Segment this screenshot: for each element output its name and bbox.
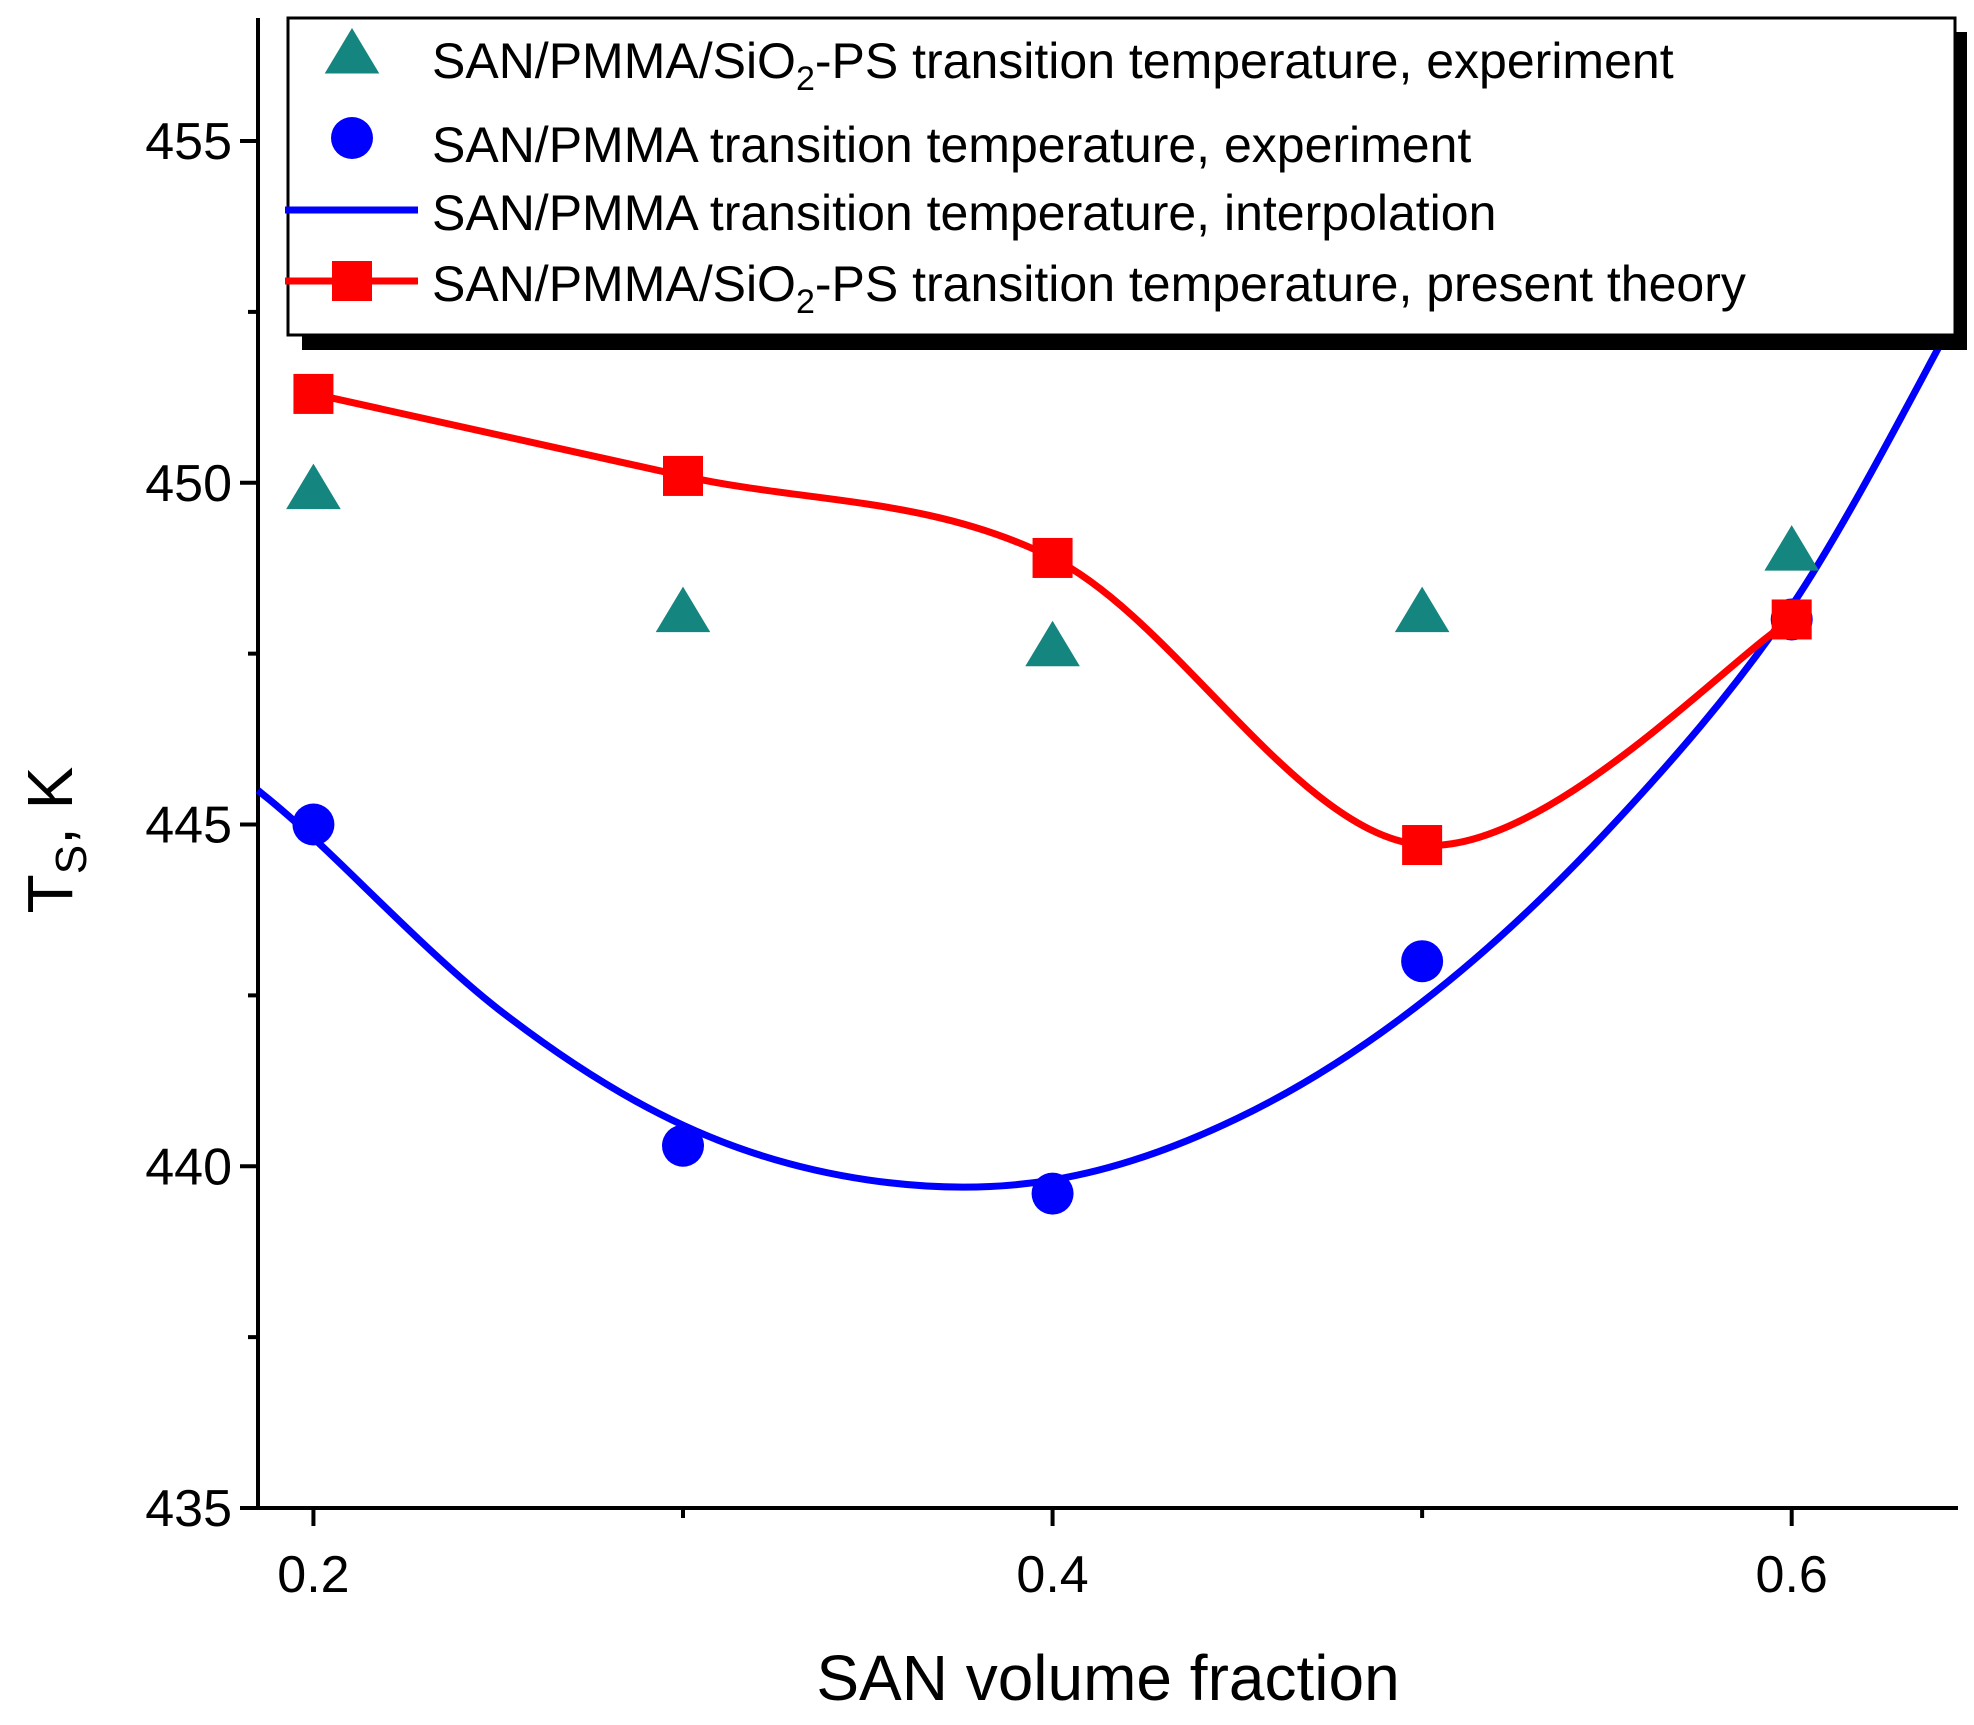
legend-square-icon [332,261,372,301]
legend-label-text: SAN/PMMA/SiO [432,33,796,89]
y-tick-label: 440 [145,1138,232,1196]
square-point [1402,825,1443,866]
legend-box [286,16,1957,337]
y-tick-label: 435 [145,1480,232,1538]
legend-label: SAN/PMMA transition temperature, experim… [432,117,1471,173]
interpolation-line [255,310,1962,1191]
square-point [1771,599,1812,640]
legend-label-text: SAN/PMMA transition temperature, experim… [432,117,1471,173]
plot-markers [286,373,1819,1215]
y-tick-label: 455 [145,113,232,171]
square-point [293,373,334,414]
triangle-point [1764,525,1819,571]
legend-label-text: SAN/PMMA/SiO [432,256,796,312]
circle-point [1401,940,1444,983]
plot-lines [255,310,1962,1191]
legend-label-text: -PS transition temperature, experiment [815,33,1674,89]
legend-label: SAN/PMMA transition temperature, interpo… [432,185,1496,241]
triangle-point [1394,586,1450,633]
legend: SAN/PMMA/SiO2-PS transition temperature,… [285,16,1967,350]
y-ticks: 435 440 445 450 455 [145,113,258,1538]
circle-point [662,1124,704,1167]
triangle-point [1025,620,1080,667]
legend-label: SAN/PMMA/SiO2-PS transition temperature,… [432,33,1674,98]
legend-label-text: -PS transition temperature, present theo… [815,256,1746,312]
legend-circle-icon [331,117,373,159]
legend-label-subscript: 2 [796,283,815,321]
x-ticks: 0.2 0.4 0.6 [277,1508,1828,1604]
y-axis-title-sub: S [47,845,96,874]
y-axis-title: TS, K [14,767,96,914]
legend-label-subscript: 2 [796,60,815,98]
y-tick-label: 450 [145,455,232,513]
x-tick-label: 0.6 [1756,1546,1828,1604]
y-tick-label: 445 [145,797,232,855]
x-axis-title: SAN volume fraction [816,1642,1399,1714]
triangle-point [655,586,711,633]
legend-label-text: SAN/PMMA transition temperature, interpo… [432,185,1496,241]
circle-point [1031,1172,1074,1215]
axes [256,18,1958,1510]
square-point [663,455,703,496]
square-point [1032,537,1073,578]
legend-triangle-icon [324,28,380,74]
x-tick-label: 0.2 [277,1546,349,1604]
y-axis-title-main: T [14,874,86,913]
y-axis-title-unit: , K [14,767,86,845]
triangle-point [286,463,341,510]
legend-items: SAN/PMMA/SiO2-PS transition temperature,… [285,28,1746,321]
theory-line [312,390,1794,849]
legend-label: SAN/PMMA/SiO2-PS transition temperature,… [432,256,1746,321]
circle-point [292,803,335,846]
x-tick-label: 0.4 [1016,1546,1088,1604]
